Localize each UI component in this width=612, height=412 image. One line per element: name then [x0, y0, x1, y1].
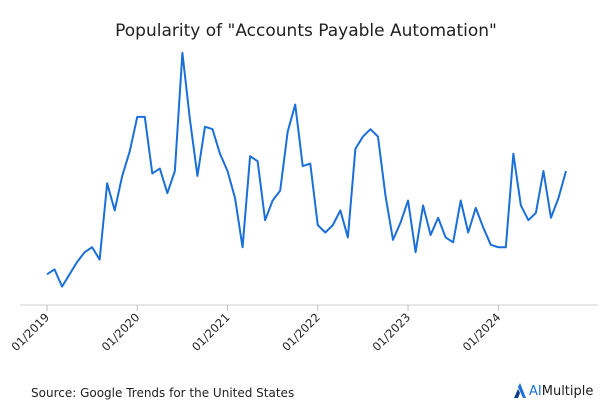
data-point: [354, 148, 356, 150]
x-tick-label: 01/2021: [189, 310, 233, 354]
data-point: [445, 236, 447, 238]
data-point: [475, 207, 477, 209]
data-point: [76, 261, 78, 263]
x-tick-label: 01/2024: [460, 310, 504, 354]
x-tick-label: 01/2020: [99, 310, 143, 354]
data-point: [61, 286, 63, 288]
data-point: [227, 170, 229, 172]
data-point: [362, 136, 364, 138]
data-point: [302, 165, 304, 167]
chart-title: Popularity of "Accounts Payable Automati…: [115, 21, 497, 41]
data-point: [144, 116, 146, 118]
data-point: [129, 150, 131, 152]
data-point: [242, 246, 244, 248]
series-layer: [46, 51, 567, 288]
data-point: [54, 268, 56, 270]
brand-suffix: Multiple: [542, 384, 594, 399]
data-point: [452, 241, 454, 243]
data-point: [400, 222, 402, 224]
data-point: [234, 197, 236, 199]
data-point: [347, 236, 349, 238]
data-point: [377, 136, 379, 138]
data-point: [151, 172, 153, 174]
data-point: [189, 118, 191, 120]
data-point: [542, 170, 544, 172]
data-point: [384, 195, 386, 197]
data-point: [69, 273, 71, 275]
data-point: [497, 246, 499, 248]
data-point: [324, 232, 326, 234]
svg-text:AIMultiple: AIMultiple: [529, 384, 593, 399]
data-point: [196, 175, 198, 177]
data-point: [505, 246, 507, 248]
data-point: [482, 227, 484, 229]
data-point: [490, 244, 492, 246]
data-point: [520, 204, 522, 206]
data-point: [309, 163, 311, 165]
data-point: [287, 131, 289, 133]
data-point: [369, 128, 371, 130]
data-point: [204, 126, 206, 128]
data-point: [264, 219, 266, 221]
data-point: [565, 170, 567, 172]
data-point: [527, 219, 529, 221]
data-point: [46, 273, 48, 275]
data-point: [91, 246, 93, 248]
data-point: [415, 251, 417, 253]
data-point: [512, 153, 514, 155]
data-point: [535, 212, 537, 214]
data-point: [84, 251, 86, 253]
data-point: [99, 259, 101, 261]
data-point: [272, 200, 274, 202]
data-point: [211, 128, 213, 130]
data-point: [332, 224, 334, 226]
data-point: [430, 234, 432, 236]
data-point: [317, 224, 319, 226]
data-point: [159, 168, 161, 170]
data-point: [550, 217, 552, 219]
data-point: [257, 160, 259, 162]
data-point: [106, 182, 108, 184]
data-point: [121, 175, 123, 177]
data-point: [181, 52, 183, 54]
data-point: [557, 197, 559, 199]
series-line: [46, 51, 567, 288]
data-point: [437, 217, 439, 219]
data-point: [392, 239, 394, 241]
data-point: [249, 155, 251, 157]
data-point: [467, 232, 469, 234]
data-point: [460, 200, 462, 202]
data-point: [114, 209, 116, 211]
x-tick-label: 01/2022: [279, 310, 323, 354]
data-point: [422, 204, 424, 206]
data-point: [174, 170, 176, 172]
brand-mark-icon: [518, 383, 526, 398]
data-point: [166, 192, 168, 194]
data-point: [407, 200, 409, 202]
data-point: [136, 116, 138, 118]
brand-logo: AIMultiple: [514, 383, 593, 399]
data-point: [294, 104, 296, 106]
data-point: [339, 209, 341, 211]
x-tick-label: 01/2019: [8, 310, 52, 354]
brand-prefix: AI: [529, 384, 542, 399]
data-point: [219, 153, 221, 155]
x-axis-ticks: 01/2019 01/2020 01/2021 01/2022 01/2023 01/20…: [8, 305, 503, 354]
data-point: [279, 190, 281, 192]
x-tick-label: 01/2023: [369, 310, 413, 354]
source-note: Source: Google Trends for the United Sta…: [31, 386, 294, 400]
